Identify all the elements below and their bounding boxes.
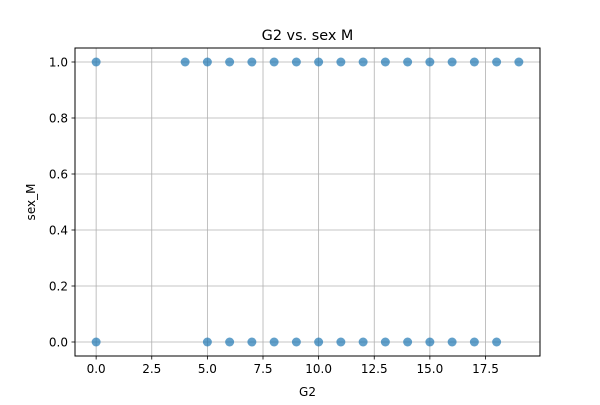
plot-frame — [74, 47, 541, 357]
x-tick-label: 2.5 — [142, 362, 161, 376]
data-point — [202, 337, 212, 347]
data-point — [291, 57, 301, 67]
y-tick-label: 0.6 — [49, 167, 68, 181]
y-tick-label: 0.2 — [49, 279, 68, 293]
x-tick-label: 0.0 — [87, 362, 106, 376]
x-tick-label: 17.5 — [472, 362, 499, 376]
data-point — [447, 57, 457, 67]
data-point — [358, 57, 368, 67]
x-tick-label: 7.5 — [253, 362, 272, 376]
data-point — [91, 57, 101, 67]
y-tick-label: 0.8 — [49, 111, 68, 125]
data-point — [314, 337, 324, 347]
data-point — [225, 57, 235, 67]
x-axis-label: G2 — [299, 385, 316, 399]
data-point — [403, 57, 413, 67]
grid-lines — [75, 48, 540, 356]
data-point — [469, 337, 479, 347]
data-point — [380, 57, 390, 67]
data-point — [180, 57, 190, 67]
data-point — [336, 337, 346, 347]
data-point — [380, 337, 390, 347]
data-point — [469, 57, 479, 67]
data-point — [225, 337, 235, 347]
data-point — [202, 57, 212, 67]
data-point — [492, 337, 502, 347]
y-tick-label: 0.0 — [49, 335, 68, 349]
data-point — [336, 57, 346, 67]
data-point — [492, 57, 502, 67]
data-point — [91, 337, 101, 347]
x-tick-label: 15.0 — [417, 362, 444, 376]
x-tick-label: 5.0 — [198, 362, 217, 376]
data-point — [269, 337, 279, 347]
data-point — [425, 57, 435, 67]
data-point — [514, 57, 524, 67]
y-axis-label: sex_M — [24, 184, 38, 221]
data-point — [447, 337, 457, 347]
data-point — [425, 337, 435, 347]
axis-ticks: 0.0 2.5 5.0 7.5 10.0 12.5 15.0 17.5 0.0 0.2 0.4 0.6… — [49, 55, 499, 376]
x-tick-label: 10.0 — [305, 362, 332, 376]
data-point — [269, 57, 279, 67]
chart-title: G2 vs. sex M — [262, 28, 354, 44]
data-points — [91, 57, 524, 347]
y-tick-label: 1.0 — [49, 55, 68, 69]
x-tick-label: 12.5 — [361, 362, 388, 376]
data-point — [314, 57, 324, 67]
data-point — [247, 337, 257, 347]
y-tick-label: 0.4 — [49, 223, 68, 237]
data-point — [291, 337, 301, 347]
data-point — [403, 337, 413, 347]
data-point — [358, 337, 368, 347]
data-point — [247, 57, 257, 67]
